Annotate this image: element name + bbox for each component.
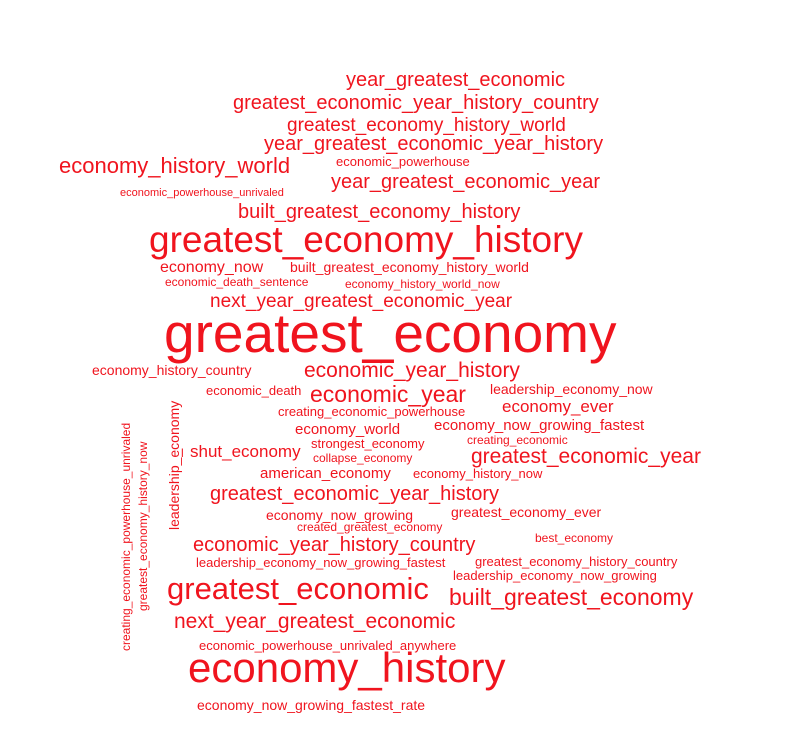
word: l — [181, 446, 184, 460]
word: creating_economic_powerhouse — [278, 404, 466, 419]
word: economy_now_growing — [266, 507, 414, 523]
word: leadership_economy_now_growing — [453, 568, 657, 583]
word: collapse_economy — [313, 451, 413, 465]
word: economic_year_history — [304, 359, 520, 382]
word: next_year_greatest_economic — [174, 610, 456, 633]
word: economy_ever — [502, 397, 614, 416]
word: next_year_greatest_economic_year — [210, 291, 513, 312]
word: economic_year_history_country — [193, 534, 476, 556]
word: economy_now_growing_fastest_rate — [197, 697, 426, 713]
word: american_economy — [260, 465, 391, 482]
word: leadership_economy — [166, 400, 182, 530]
word: shut_economy — [190, 442, 301, 461]
word: greatest_economy_history_now — [136, 441, 150, 611]
word: leadership_economy_now_growing_fastest — [196, 555, 446, 570]
word: created_greatest_economy — [297, 520, 443, 534]
word: year_greatest_economic_year — [331, 171, 601, 193]
word: creating_economic — [467, 433, 568, 447]
word: economy_now_growing_fastest — [434, 417, 645, 434]
word: economic_year — [310, 381, 466, 407]
word: year_greatest_economic_year_history — [264, 133, 604, 155]
word: economy_history_now — [413, 466, 543, 481]
word: economy_world — [295, 421, 401, 438]
word: greatest_economic_year — [471, 445, 701, 468]
word: leadership_economy_now — [490, 381, 653, 397]
word: economy_history — [188, 644, 506, 691]
word: economic_powerhouse — [336, 154, 470, 169]
word: economy_history_country — [92, 362, 252, 378]
word: economic_death_sentence — [165, 275, 309, 289]
word: creating_economic_powerhouse_unrivaled — [119, 422, 133, 651]
word: greatest_economy_history_country — [475, 554, 678, 569]
word: greatest_economic_year_history_country — [233, 92, 599, 114]
word: greatest_economic — [167, 571, 429, 606]
word: economic_powerhouse_unrivaled — [120, 187, 284, 199]
word: built_greatest_economy — [449, 584, 694, 610]
word: economic_powerhouse_unrivaled_anywhere — [199, 638, 457, 653]
word: year_greatest_economic — [346, 69, 566, 91]
word: economy_history_world_now — [345, 277, 500, 291]
word: built_greatest_economy_history — [238, 201, 521, 223]
word: economy_history_world — [59, 153, 291, 178]
word: greatest_economy_ever — [451, 504, 602, 520]
word: greatest_economy_history — [149, 219, 583, 260]
word: economy_now — [160, 259, 264, 276]
word: greatest_economy_history_world — [287, 115, 566, 136]
word: greatest_economic_year_history — [210, 483, 500, 505]
word: economic_death — [206, 383, 302, 398]
word: strongest_economy — [311, 436, 425, 451]
word: best_economy — [535, 531, 614, 545]
word: built_greatest_economy_history_world — [290, 259, 529, 275]
word: greatest_economy — [164, 302, 617, 364]
